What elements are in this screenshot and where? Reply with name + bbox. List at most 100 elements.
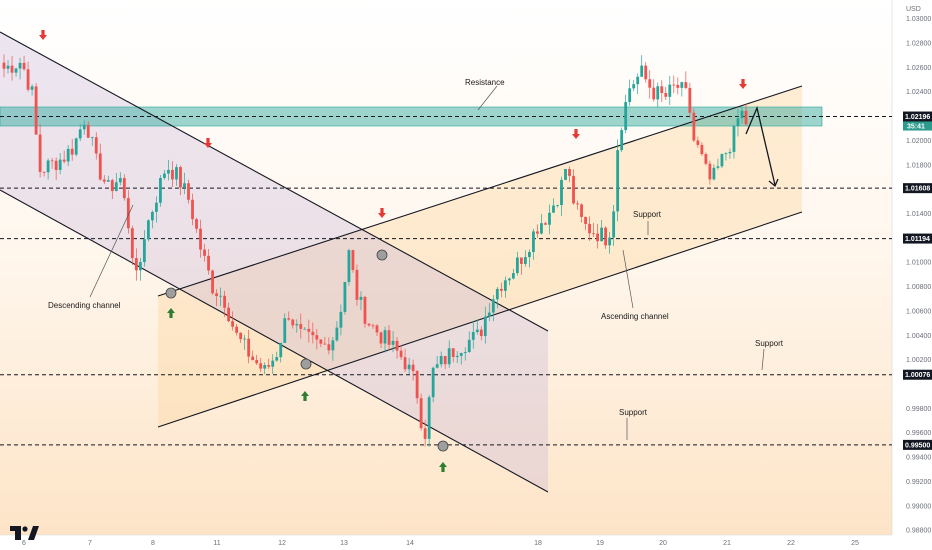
y-tick-label: 0.99400 [906, 455, 931, 462]
candle-body [612, 211, 616, 238]
candle-body [712, 167, 716, 180]
candle-body [415, 371, 419, 399]
candle-body [724, 153, 728, 155]
candle-body [291, 319, 295, 326]
annotation-support: Support [619, 408, 648, 417]
candle-body [122, 178, 126, 199]
candle-body [142, 239, 146, 263]
candle-body [343, 282, 347, 312]
candle-body [495, 288, 499, 300]
candle-body [648, 79, 652, 88]
candle-body [640, 65, 644, 77]
candle-body [463, 352, 467, 353]
candle-body [383, 330, 387, 344]
candle-body [592, 233, 595, 235]
x-tick-label: 20 [659, 540, 667, 547]
candle-body [78, 129, 82, 139]
candle-body [371, 325, 375, 327]
candle-body [110, 180, 114, 192]
x-tick-label: 6 [22, 540, 26, 547]
ascending-channel-lower-line [157, 211, 803, 428]
candle-body [26, 69, 30, 90]
candle-body [311, 331, 315, 336]
candle-body [656, 86, 660, 100]
candle-body [351, 250, 355, 270]
candle-body [58, 159, 62, 170]
candle-body [744, 110, 748, 125]
candle-body [323, 343, 327, 345]
candle-body [427, 397, 431, 439]
candle-body [676, 84, 680, 88]
candle-body [443, 355, 447, 365]
candle-body [183, 183, 186, 188]
candle-body [335, 327, 339, 341]
candle-body [483, 316, 487, 337]
candle-body [347, 250, 351, 283]
candle-body [608, 237, 612, 246]
candle-body [203, 249, 206, 256]
y-tick-label: 1.02400 [906, 89, 931, 96]
candle-body [106, 180, 110, 182]
candle-body [215, 293, 218, 297]
candle-body [307, 328, 311, 332]
candle-body [195, 219, 198, 229]
candle-body [696, 140, 700, 145]
price-level-value: 1.00076 [905, 372, 930, 379]
candle-body [668, 84, 672, 97]
countdown-tag [903, 121, 932, 131]
candle-body [295, 324, 299, 326]
candle-body [632, 84, 636, 89]
descending-channel-lower-line [0, 189, 549, 493]
candle-body [708, 163, 712, 180]
down-arrow-icon [204, 138, 212, 148]
x-tick-label: 8 [151, 540, 155, 547]
candle-body [556, 205, 559, 206]
candle-body [680, 82, 684, 88]
candle-body [596, 233, 600, 242]
candle-body [379, 332, 383, 344]
candle-body [704, 154, 708, 164]
candle-body [66, 148, 70, 162]
y-tick-label: 1.00200 [906, 357, 931, 364]
y-tick-label: 1.02600 [906, 65, 931, 72]
candle-body [327, 344, 331, 351]
candle-body [728, 151, 732, 154]
candle-body [620, 130, 624, 151]
down-arrow-icon [739, 79, 747, 89]
candle-body [10, 65, 14, 73]
price-level-tag [903, 233, 932, 244]
x-tick-label: 13 [340, 540, 348, 547]
candle-body [42, 171, 46, 173]
down-arrow-icon [572, 129, 580, 139]
candle-body [74, 138, 78, 155]
x-tick-label: 22 [787, 540, 795, 547]
candle-body [339, 311, 343, 328]
candle-body [451, 348, 455, 357]
candle-body [118, 178, 122, 183]
candle-body [138, 262, 142, 271]
x-tick-label: 19 [596, 540, 604, 547]
y-tick-label: 1.02800 [906, 40, 931, 47]
candle-body [459, 352, 463, 356]
candle-body [219, 295, 222, 297]
y-tick-label: 1.03000 [906, 16, 931, 23]
candle-body [588, 223, 591, 234]
candle-body [114, 182, 118, 192]
candle-body [523, 257, 527, 264]
candle-body [499, 288, 503, 291]
annotation-support: Support [755, 339, 784, 348]
x-tick-label: 7 [88, 540, 92, 547]
candle-body [171, 169, 174, 180]
candle-body [191, 199, 194, 220]
candle-body [175, 167, 178, 180]
y-tick-label: 0.99200 [906, 479, 931, 486]
candle-body [660, 86, 664, 94]
candle-body [82, 124, 86, 130]
candle-body [167, 169, 170, 174]
candle-body [30, 86, 34, 90]
candle-body [363, 296, 367, 324]
price-level-value: 0.99500 [905, 442, 930, 449]
candle-body [2, 62, 6, 69]
candle-body [540, 223, 543, 234]
